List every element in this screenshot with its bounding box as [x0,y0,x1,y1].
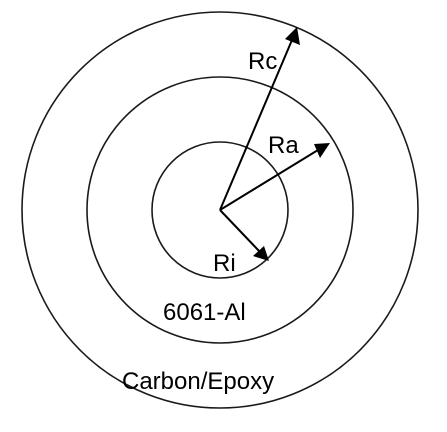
inner-circle [151,141,289,279]
radius-arrow-ra [219,143,330,211]
middle-circle-aluminum [86,76,354,344]
radius-arrow-ri [219,209,269,261]
label-ra: Ra [268,132,299,159]
label-ri: Ri [213,250,236,277]
label-carbon-epoxy: Carbon/Epoxy [122,368,274,395]
label-6061-al: 6061-Al [163,299,246,326]
label-rc: Rc [248,48,277,75]
outer-circle-carbon-epoxy [21,11,419,409]
radius-arrow-rc [219,27,300,211]
